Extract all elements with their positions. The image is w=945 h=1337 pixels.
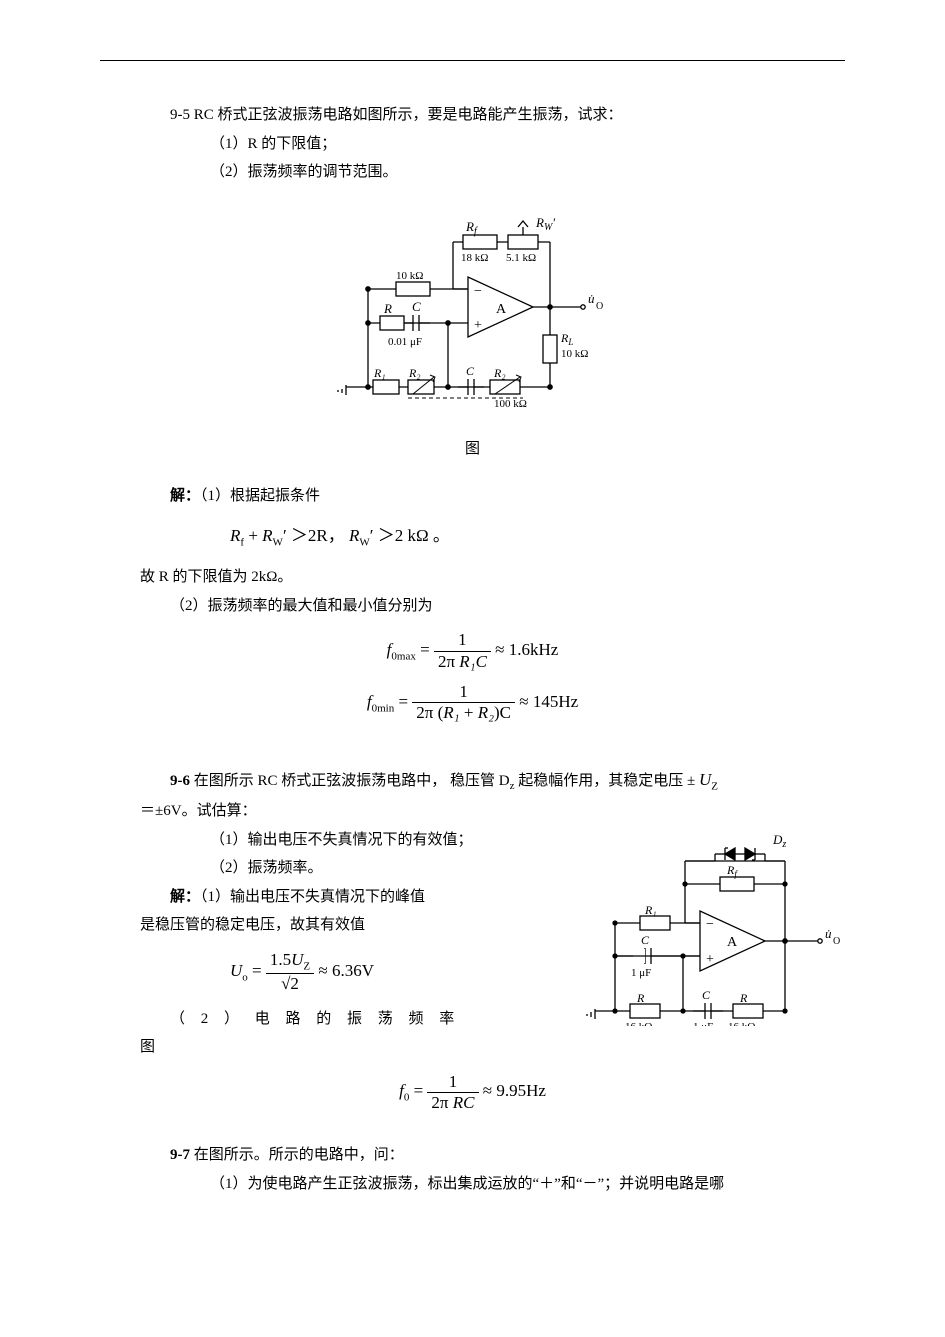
p97-title: 9-7 9-7 在图所示。所示的电路中，问：在图所示。所示的电路中，问： <box>100 1141 845 1170</box>
svg-text:Dz: Dz <box>772 832 786 850</box>
uo-sub: O <box>596 301 603 312</box>
svg-text:O: O <box>833 936 840 947</box>
svg-text:Rf: Rf <box>726 863 738 879</box>
svg-text:C: C <box>641 933 650 947</box>
p95-sol: 解：（1）根据起振条件 <box>100 482 845 511</box>
R2b-label: R₂ <box>493 366 506 380</box>
R2-label: R₂ <box>408 366 421 380</box>
sol-label: 解： <box>170 488 200 504</box>
p95-title: 9-5 RC 桥式正弦波振荡电路如图所示，要是电路能产生振荡，试求： <box>100 101 845 130</box>
p96-f0: f0 = 1 2π RC ≈ 9.95Hz <box>100 1072 845 1114</box>
p95-sol1: （1）根据起振条件 <box>200 488 320 504</box>
C-val: 0.01 μF <box>388 336 422 348</box>
svg-text:A: A <box>727 935 738 950</box>
p95-f0min: f0min = 1 2π (R₁ + R₂)C ≈ 145Hz <box>100 682 845 724</box>
opamp-label: A <box>496 302 507 317</box>
p96-sol1: 解：（1）输出电压不失真情况下的峰值 <box>100 883 557 912</box>
svg-text:16 kΩ: 16 kΩ <box>625 1021 652 1026</box>
p96-title: 9-6 9-6 在图所示 RC 桥式正弦波振荡电路中， 稳压管 D在图所示 RC… <box>100 764 845 797</box>
C-label: C <box>412 299 421 314</box>
p95-sol2-intro: （2）振荡频率的最大值和最小值分别为 <box>100 592 845 621</box>
top-rule <box>100 60 845 61</box>
p96-Uo-eq: Uo = 1.5UZ √2 ≈ 6.36V <box>100 950 557 995</box>
problem-9-6: 9-6 9-6 在图所示 RC 桥式正弦波振荡电路中， 稳压管 D在图所示 RC… <box>100 764 845 1114</box>
p95-q2: （2）振荡频率的调节范围。 <box>100 158 845 187</box>
RL-val: 10 kΩ <box>561 348 588 360</box>
p96-sol1b: 是稳压管的稳定电压，故其有效值 <box>100 911 557 940</box>
svg-text:1 μF: 1 μF <box>631 967 651 979</box>
p96-sol2: （ 2 ） 电 路 的 振 荡 频 率 <box>100 1005 557 1034</box>
Rf-val: 18 kΩ <box>461 252 488 264</box>
R-label: R <box>383 301 392 316</box>
svg-text:C: C <box>466 364 475 378</box>
R-top: 10 kΩ <box>396 270 423 282</box>
p95-sol1-concl: 故 R 的下限值为 2kΩ。 <box>100 563 845 592</box>
p96-figure: A − + u̇ O <box>575 826 845 1037</box>
svg-text:+: + <box>474 318 482 333</box>
svg-text:R: R <box>636 991 645 1005</box>
svg-text:RL: RL <box>560 331 573 347</box>
svg-text:u̇: u̇ <box>588 291 595 306</box>
p96-fig-below: 图 <box>100 1033 557 1062</box>
spacer2 <box>100 1123 845 1141</box>
p95-figcap: 图 <box>100 435 845 464</box>
svg-text:R: R <box>739 991 748 1005</box>
p96-text-col: （1）输出电压不失真情况下的有效值； （2）振荡频率。 解：（1）输出电压不失真… <box>100 826 557 1062</box>
p95-q1: （1）R 的下限值； <box>100 130 845 159</box>
p96-q2: （2）振荡频率。 <box>100 854 557 883</box>
problem-9-7: 9-7 9-7 在图所示。所示的电路中，问：在图所示。所示的电路中，问： （1）… <box>100 1141 845 1198</box>
problem-9-5: 9-5 RC 桥式正弦波振荡电路如图所示，要是电路能产生振荡，试求： （1）R … <box>100 101 845 724</box>
p95-figure: A − + u̇ O Rf <box>100 197 845 428</box>
R2b-val: 100 kΩ <box>494 398 527 410</box>
Rw-val: 5.1 kΩ <box>506 252 536 264</box>
svg-text:16 kΩ: 16 kΩ <box>728 1021 755 1026</box>
p96-two-col: （1）输出电压不失真情况下的有效值； （2）振荡频率。 解：（1）输出电压不失真… <box>100 826 845 1062</box>
svg-text:R₁: R₁ <box>644 903 657 917</box>
svg-text:1 μF: 1 μF <box>693 1021 713 1026</box>
p95-eq1: Rf + RW′ ＞2R， RW′ ＞2 kΩ 。 <box>100 520 845 553</box>
p97-q1: （1）为使电路产生正弦波振荡，标出集成运放的“＋”和“－”；并说明电路是哪 <box>100 1170 845 1199</box>
R1-label: R₁ <box>373 366 386 380</box>
svg-text:C: C <box>702 988 711 1002</box>
spacer <box>100 734 845 764</box>
circuit-9-5: A − + u̇ O Rf <box>318 197 628 417</box>
svg-text:−: − <box>474 284 482 299</box>
p96-q1: （1）输出电压不失真情况下的有效值； <box>100 826 557 855</box>
svg-text:RW′: RW′ <box>535 215 555 233</box>
svg-text:+: + <box>706 952 714 967</box>
svg-text:u̇: u̇ <box>825 926 832 941</box>
p95-f0max: f0max = 1 2π R₁C ≈ 1.6kHz <box>100 630 845 672</box>
Rf-label: Rf <box>465 219 478 237</box>
p96-line2: ＝±6V。试估算： <box>100 797 845 826</box>
page: 9-5 RC 桥式正弦波振荡电路如图所示，要是电路能产生振荡，试求： （1）R … <box>0 0 945 1337</box>
svg-text:−: − <box>706 917 714 932</box>
circuit-9-6: A − + u̇ O <box>575 826 845 1026</box>
